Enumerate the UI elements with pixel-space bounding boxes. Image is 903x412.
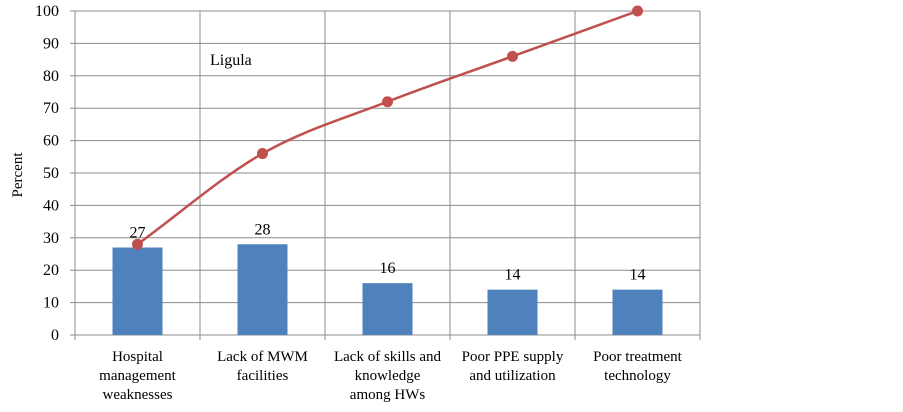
x-category-label: facilities: [237, 368, 289, 384]
bar-data-labels: 27 28 16 14 14: [130, 221, 646, 283]
bar: [112, 247, 163, 335]
x-category-label: among HWs: [350, 387, 426, 403]
bar-value-label: 14: [630, 267, 646, 284]
y-tick-label: 30: [43, 230, 59, 247]
x-category-label: Poor PPE supply: [462, 349, 564, 365]
bar-value-label: 28: [255, 221, 271, 238]
cumulative-line-series: [132, 5, 643, 250]
x-axis-categories: Hospital management weaknesses Lack of MWM f…: [99, 349, 683, 403]
bar: [612, 289, 663, 335]
bar-value-label: 27: [130, 225, 146, 242]
x-category-label: weaknesses: [103, 387, 173, 403]
y-tick-label: 40: [43, 197, 59, 214]
line-point: [257, 148, 268, 160]
x-category-label: Poor treatment: [593, 349, 683, 365]
chart-annotation: Ligula: [210, 52, 252, 69]
y-tick-label: 60: [43, 133, 59, 150]
x-category-label: knowledge: [355, 368, 421, 384]
y-tick-label: 80: [43, 68, 59, 85]
bar-series: [112, 244, 663, 335]
x-category-label: Lack of MWM: [217, 349, 308, 365]
x-category-label: Hospital: [112, 349, 163, 365]
bar: [237, 244, 288, 335]
y-tick-label: 0: [51, 327, 59, 344]
bar-value-label: 14: [505, 267, 521, 284]
y-tick-label: 90: [43, 35, 59, 52]
gridlines: [70, 10, 701, 340]
x-category-label: management: [99, 368, 176, 384]
y-tick-label: 10: [43, 295, 59, 312]
bar: [362, 283, 413, 335]
line-point: [132, 238, 143, 250]
bar-value-label: 16: [380, 260, 396, 277]
line-point: [632, 5, 643, 17]
y-tick-label: 20: [43, 262, 59, 279]
y-tick-label: 50: [43, 165, 59, 182]
y-axis-label: Percent: [10, 152, 26, 198]
x-category-label: technology: [604, 368, 671, 384]
line-point: [507, 50, 518, 62]
bar: [487, 289, 538, 335]
y-tick-label: 100: [35, 3, 59, 20]
x-category-label: Lack of skills and: [334, 349, 442, 365]
y-axis-ticks: 0 10 20 30 40 50 60 70 80 90 100: [35, 3, 59, 344]
line-point: [382, 96, 393, 108]
x-category-label: and utilization: [469, 368, 556, 384]
y-tick-label: 70: [43, 100, 59, 117]
cumulative-line: [136, 9, 638, 246]
